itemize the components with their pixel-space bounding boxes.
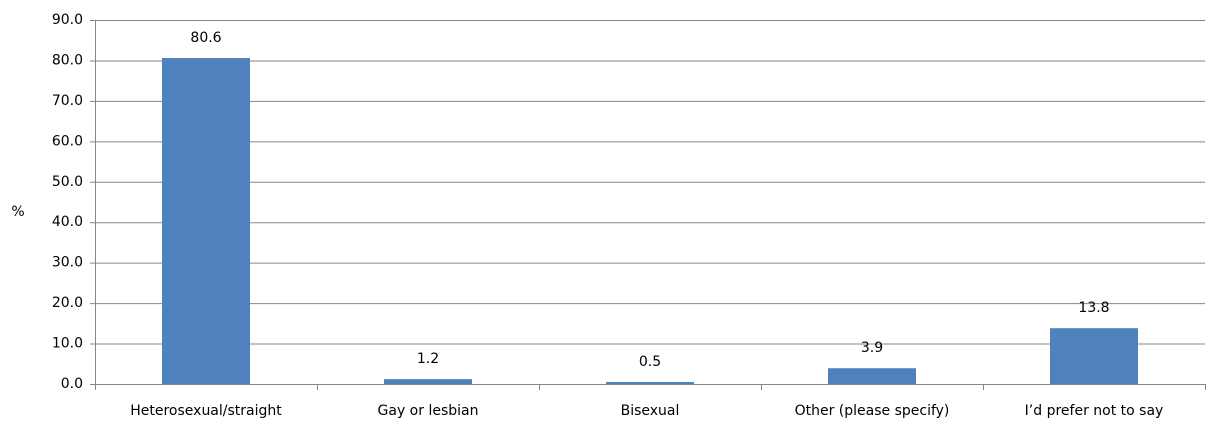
y-tick-label: 0.0 [61, 376, 83, 392]
y-tick-label: 80.0 [52, 52, 83, 68]
x-tick-label: Heterosexual/straight [130, 403, 282, 419]
bar [384, 379, 472, 384]
x-tick-label: I’d prefer not to say [1025, 403, 1164, 419]
y-tick-label: 20.0 [52, 295, 83, 311]
y-tick-label: 40.0 [52, 214, 83, 230]
y-tick-label: 30.0 [52, 255, 83, 271]
data-label: 80.6 [190, 30, 221, 46]
x-tick-label: Gay or lesbian [378, 403, 479, 419]
data-label: 13.8 [1078, 300, 1109, 316]
y-axis-label: % [11, 204, 24, 220]
y-tick-label: 50.0 [52, 174, 83, 190]
bar [828, 368, 916, 384]
y-tick-label: 90.0 [52, 12, 83, 28]
y-tick-label: 70.0 [52, 93, 83, 109]
x-tick-label: Bisexual [621, 403, 680, 419]
data-label: 0.5 [639, 354, 661, 370]
bar [1050, 328, 1138, 384]
y-tick-label: 60.0 [52, 133, 83, 149]
data-label: 3.9 [861, 340, 883, 356]
x-tick-label: Other (please specify) [795, 403, 950, 419]
bar [606, 381, 694, 384]
y-tick-label: 10.0 [52, 336, 83, 352]
data-label: 1.2 [417, 351, 439, 367]
bar [162, 58, 250, 385]
